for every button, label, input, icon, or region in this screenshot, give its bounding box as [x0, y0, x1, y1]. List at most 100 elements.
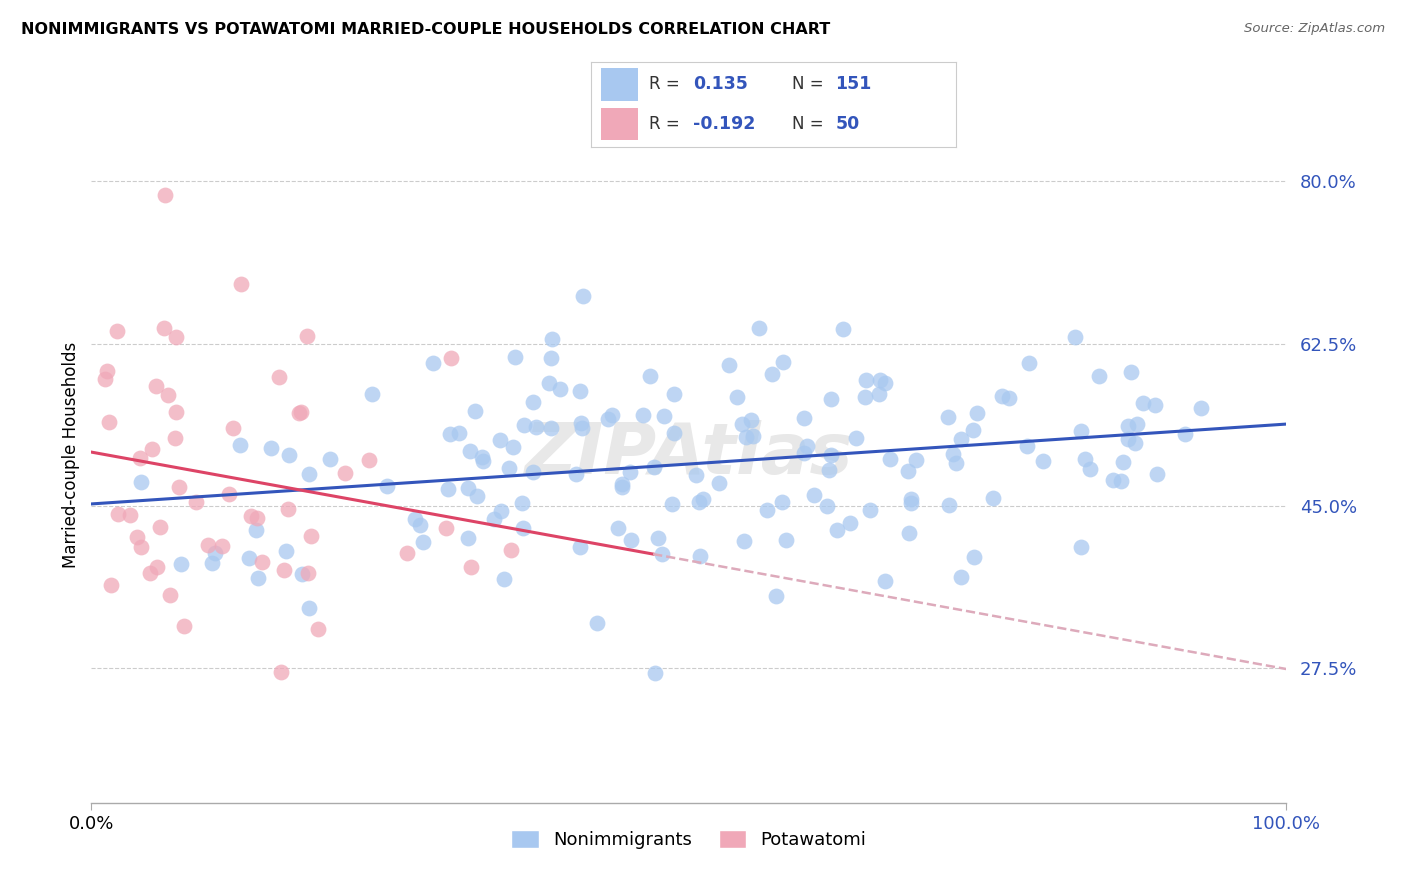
Point	[127, 530, 149, 544]
Point	[145, 379, 167, 393]
Point	[598, 412, 620, 426]
Point	[998, 391, 1021, 405]
Point	[201, 557, 224, 571]
Y-axis label: Married-couple Households: Married-couple Households	[62, 342, 80, 568]
Text: R =: R =	[650, 76, 685, 94]
Point	[620, 533, 643, 547]
Point	[688, 495, 710, 509]
Point	[129, 541, 152, 555]
Point	[502, 440, 524, 454]
Point	[141, 442, 163, 457]
Point	[568, 540, 591, 554]
Point	[735, 430, 758, 444]
Point	[942, 447, 965, 461]
Point	[96, 364, 118, 378]
Point	[689, 549, 711, 563]
Point	[818, 463, 841, 477]
Point	[1146, 467, 1168, 481]
Point	[793, 410, 815, 425]
Point	[602, 408, 624, 422]
Point	[128, 450, 150, 465]
Point	[761, 367, 783, 381]
Point	[146, 560, 169, 574]
Point	[610, 480, 633, 494]
Point	[460, 560, 482, 574]
Point	[1078, 461, 1101, 475]
Point	[409, 518, 432, 533]
Point	[513, 417, 536, 432]
Point	[246, 571, 269, 585]
Point	[740, 413, 762, 427]
Point	[159, 588, 181, 602]
Point	[664, 425, 686, 440]
Point	[291, 567, 314, 582]
Point	[457, 531, 479, 545]
Point	[186, 495, 208, 509]
Point	[1125, 417, 1147, 432]
Point	[107, 507, 129, 521]
Point	[238, 551, 260, 566]
Point	[464, 404, 486, 418]
Point	[879, 452, 901, 467]
Point	[838, 516, 860, 530]
Point	[155, 188, 177, 202]
Point	[1189, 401, 1212, 415]
Point	[118, 508, 141, 522]
Point	[412, 534, 434, 549]
Point	[512, 521, 534, 535]
Point	[565, 467, 588, 482]
Point	[731, 417, 754, 431]
Point	[522, 395, 544, 409]
Text: Source: ZipAtlas.com: Source: ZipAtlas.com	[1244, 22, 1385, 36]
Point	[1144, 398, 1167, 412]
Point	[471, 453, 494, 467]
Point	[422, 356, 444, 370]
Point	[204, 546, 226, 560]
Point	[1074, 451, 1097, 466]
Point	[229, 277, 252, 292]
Point	[439, 427, 461, 442]
Text: R =: R =	[650, 115, 685, 133]
Point	[299, 529, 322, 543]
Point	[1018, 356, 1040, 370]
Point	[222, 421, 245, 435]
Point	[772, 355, 794, 369]
Point	[966, 406, 988, 420]
Point	[869, 373, 891, 387]
Point	[98, 415, 121, 429]
Point	[138, 566, 160, 580]
Point	[1116, 418, 1139, 433]
Point	[793, 446, 815, 460]
Point	[197, 538, 219, 552]
Point	[165, 405, 187, 419]
Point	[404, 512, 426, 526]
Point	[165, 330, 187, 344]
Point	[685, 468, 707, 483]
Point	[820, 392, 842, 406]
Text: 151: 151	[835, 76, 872, 94]
Point	[1070, 424, 1092, 438]
Point	[607, 521, 630, 535]
Point	[633, 409, 655, 423]
Point	[218, 487, 240, 501]
Point	[335, 466, 357, 480]
Point	[765, 589, 787, 603]
Point	[537, 376, 560, 390]
Point	[1070, 540, 1092, 554]
Point	[170, 558, 193, 572]
Point	[307, 623, 329, 637]
Point	[1123, 436, 1146, 450]
Point	[1174, 427, 1197, 442]
Point	[375, 479, 398, 493]
Point	[709, 476, 731, 491]
Point	[904, 453, 927, 467]
Point	[94, 372, 117, 386]
Point	[1064, 330, 1087, 344]
Point	[245, 523, 267, 537]
Point	[319, 452, 342, 467]
Point	[610, 476, 633, 491]
Point	[1119, 365, 1142, 379]
Point	[524, 420, 547, 434]
Text: 0.135: 0.135	[693, 76, 748, 94]
Point	[129, 475, 152, 489]
